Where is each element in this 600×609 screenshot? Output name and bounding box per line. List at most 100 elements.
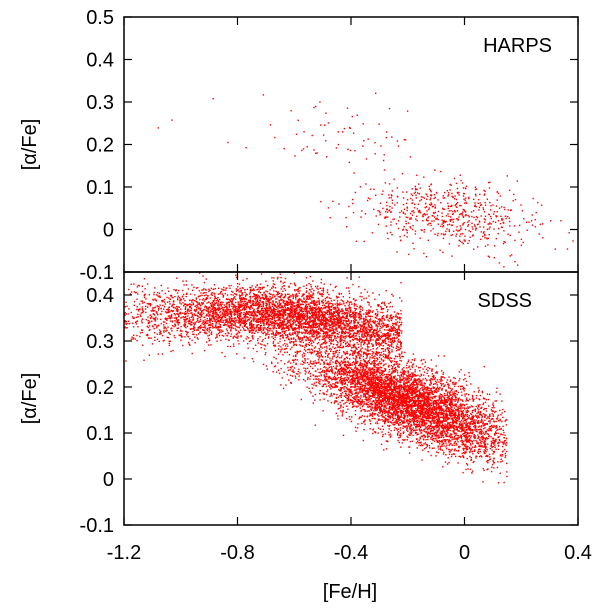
data-point	[400, 309, 402, 312]
data-point	[283, 308, 285, 311]
data-point	[194, 310, 196, 312]
data-point	[490, 217, 492, 220]
data-point	[220, 291, 222, 293]
data-point	[457, 230, 459, 232]
data-point	[154, 336, 156, 338]
data-point	[234, 306, 237, 308]
data-point	[188, 322, 190, 324]
data-point	[221, 307, 223, 309]
data-point	[345, 323, 348, 325]
data-point	[232, 319, 235, 322]
data-point	[406, 110, 409, 112]
data-point	[319, 327, 322, 330]
data-point	[368, 335, 370, 337]
data-point	[405, 222, 407, 225]
data-point	[297, 119, 299, 121]
data-point	[330, 300, 333, 302]
data-point	[463, 222, 465, 224]
data-point	[472, 234, 474, 236]
data-point	[311, 294, 313, 297]
data-point	[288, 313, 290, 315]
data-point	[390, 344, 392, 346]
data-point	[492, 204, 494, 206]
data-point	[308, 327, 310, 329]
data-point	[273, 311, 275, 313]
data-point	[256, 294, 258, 296]
data-point	[345, 287, 348, 289]
data-point	[450, 224, 453, 226]
data-point	[462, 195, 465, 197]
data-point	[266, 298, 269, 300]
data-point	[373, 329, 376, 332]
data-point	[350, 301, 352, 303]
data-point	[239, 297, 241, 299]
data-point	[209, 311, 212, 313]
data-point	[238, 322, 240, 324]
data-point	[238, 327, 240, 329]
data-point	[327, 306, 329, 308]
data-point	[148, 337, 151, 339]
data-point	[379, 360, 381, 363]
data-point	[323, 338, 326, 340]
data-point	[180, 299, 182, 302]
data-point	[266, 284, 269, 287]
data-point	[470, 211, 473, 213]
data-point	[487, 244, 489, 246]
data-point	[154, 318, 156, 320]
data-point	[294, 305, 296, 308]
data-point	[388, 329, 391, 331]
data-point	[240, 312, 243, 314]
data-point	[305, 343, 308, 346]
data-point	[312, 336, 314, 338]
data-point	[305, 301, 307, 303]
data-point	[269, 305, 271, 307]
data-point	[474, 205, 476, 207]
data-point	[399, 340, 401, 343]
data-point	[280, 328, 283, 330]
data-point	[355, 299, 357, 301]
data-point	[401, 355, 403, 358]
data-point	[277, 296, 279, 298]
data-point	[257, 317, 259, 320]
data-point	[301, 332, 303, 335]
data-point	[349, 340, 351, 343]
data-point	[228, 303, 230, 306]
data-point	[441, 223, 443, 225]
data-point	[269, 330, 271, 332]
data-point	[243, 308, 246, 310]
data-point	[212, 311, 214, 313]
data-point	[161, 300, 164, 302]
data-point	[156, 312, 158, 314]
data-point	[418, 210, 420, 213]
data-point	[235, 274, 237, 276]
data-point	[387, 348, 389, 350]
data-point	[292, 313, 294, 315]
data-point	[418, 183, 420, 185]
data-point	[432, 215, 434, 217]
data-point	[144, 288, 146, 290]
data-point	[488, 213, 490, 215]
data-point	[385, 216, 387, 218]
data-point	[188, 320, 190, 322]
data-point	[254, 344, 257, 346]
data-point	[335, 324, 338, 326]
data-point	[330, 302, 332, 305]
data-point	[210, 319, 212, 321]
data-point	[244, 320, 246, 323]
data-point	[166, 319, 168, 321]
data-point	[397, 317, 399, 319]
data-point	[377, 311, 379, 313]
data-point	[380, 344, 382, 346]
data-point	[286, 293, 289, 295]
data-point	[349, 314, 351, 316]
data-point	[435, 218, 438, 220]
data-point	[313, 303, 315, 305]
data-point	[291, 307, 293, 309]
data-point	[231, 299, 234, 301]
data-point	[183, 284, 185, 286]
data-point	[202, 320, 204, 322]
data-point	[375, 312, 377, 315]
data-point	[282, 335, 284, 337]
data-point	[338, 292, 340, 294]
data-point	[170, 294, 173, 296]
